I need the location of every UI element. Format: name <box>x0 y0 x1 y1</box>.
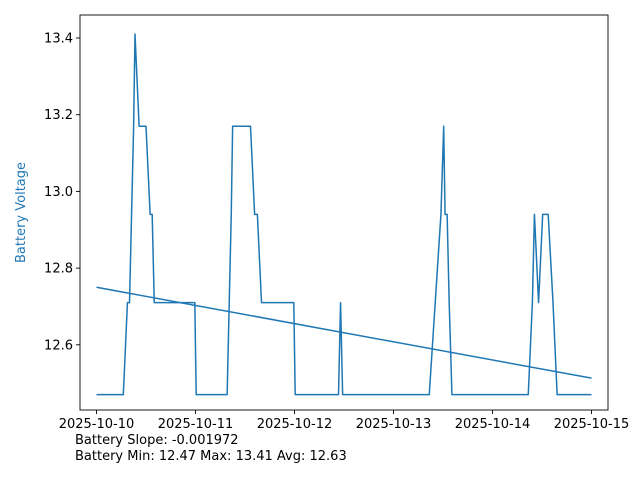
plot-area: 2025-10-10 2025-10-11 2025-10-12 2025-10-13… <box>44 14 630 432</box>
axes-frame <box>79 14 609 411</box>
x-tick-label: 2025-10-11 <box>158 417 234 432</box>
y-axis-label: Battery Voltage <box>14 162 29 263</box>
y-tick-label: 13.0 <box>44 185 73 200</box>
battery-minmax-text: Battery Min: 12.47 Max: 13.41 Avg: 12.63 <box>75 449 347 464</box>
battery-slope-text: Battery Slope: -0.001972 <box>75 433 239 448</box>
x-tick-label: 2025-10-10 <box>59 417 135 432</box>
y-tick-label: 13.4 <box>44 32 73 47</box>
x-tick-label: 2025-10-15 <box>554 417 630 432</box>
x-tick-label: 2025-10-13 <box>356 417 432 432</box>
y-tick-label: 12.8 <box>44 262 73 277</box>
x-tick-label: 2025-10-12 <box>257 417 333 432</box>
battery-voltage-line <box>96 33 592 396</box>
x-tick-label: 2025-10-14 <box>455 417 531 432</box>
y-tick-label: 13.2 <box>44 108 73 123</box>
trend-line <box>96 286 592 379</box>
y-tick-label: 12.6 <box>44 338 73 353</box>
